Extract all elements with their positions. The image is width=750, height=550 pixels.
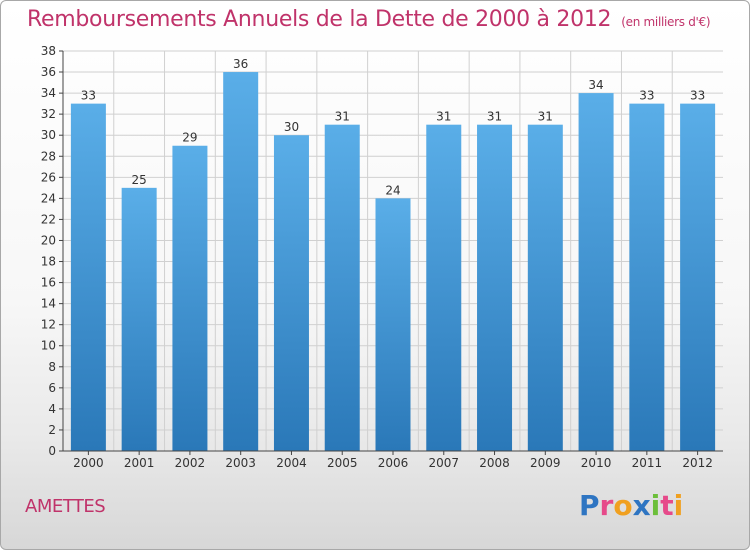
y-tick-label: 38 (41, 44, 56, 58)
x-tick-label: 2003 (225, 456, 256, 470)
x-tick-label: 2001 (124, 456, 155, 470)
bar (680, 103, 716, 451)
bar (426, 124, 462, 452)
y-tick-label: 18 (41, 255, 56, 269)
x-tick-label: 2002 (175, 456, 206, 470)
y-tick-label: 12 (41, 318, 56, 332)
logo-letter: x (632, 489, 651, 522)
bars: 33 25 29 36 30 31 24 31 31 31 34 33 33 (70, 57, 716, 452)
commune-name: AMETTES (25, 496, 106, 517)
bar-value-label: 31 (538, 110, 553, 124)
bar-value-label: 34 (588, 78, 603, 92)
bar (527, 124, 563, 452)
y-tick-label: 16 (41, 276, 56, 290)
y-tick-label: 30 (41, 128, 56, 142)
y-tick-label: 10 (41, 339, 56, 353)
logo-letter: o (613, 489, 633, 522)
bar (375, 198, 411, 451)
bar-value-label: 33 (81, 89, 96, 103)
y-tick-label: 4 (48, 402, 56, 416)
title-text: Remboursements Annuels de la Dette de 20… (27, 7, 612, 32)
bar-value-label: 30 (284, 120, 299, 134)
logo-letter: P (579, 489, 600, 522)
bar-value-label: 31 (436, 110, 451, 124)
x-tick-label: 2008 (479, 456, 510, 470)
y-tick-label: 2 (48, 423, 56, 437)
bar-value-label: 31 (335, 110, 350, 124)
x-tick-label: 2005 (327, 456, 358, 470)
bar (223, 72, 259, 451)
logo-letter: i (650, 489, 661, 522)
y-tick-label: 34 (41, 86, 56, 100)
y-tick-label: 24 (41, 191, 56, 205)
x-tick-label: 2011 (632, 456, 663, 470)
y-tick-label: 36 (41, 65, 56, 79)
chart-title: Remboursements Annuels de la Dette de 20… (27, 7, 711, 32)
bar-value-label: 24 (385, 183, 400, 197)
logo-letter: t (660, 489, 674, 522)
bar (70, 103, 106, 451)
bar (629, 103, 665, 451)
bar (172, 145, 208, 451)
bar (324, 124, 360, 452)
logo-letter: r (599, 489, 614, 522)
y-tick-label: 8 (48, 360, 56, 374)
x-tick-label: 2012 (682, 456, 713, 470)
y-tick-label: 32 (41, 107, 56, 121)
y-tick-label: 0 (48, 444, 56, 458)
bar (578, 93, 614, 452)
proxiti-logo[interactable]: Proxiti (579, 489, 683, 522)
x-tick-label: 2000 (73, 456, 104, 470)
x-tick-label: 2009 (530, 456, 561, 470)
y-tick-label: 6 (48, 381, 56, 395)
bar-value-label: 33 (690, 89, 705, 103)
x-tick-label: 2004 (276, 456, 307, 470)
x-tick-label: 2007 (428, 456, 459, 470)
x-tick-label: 2010 (581, 456, 612, 470)
bar-value-label: 36 (233, 57, 248, 71)
y-tick-label: 20 (41, 233, 56, 247)
bar (273, 135, 309, 452)
bar-value-label: 31 (487, 110, 502, 124)
x-tick-label: 2006 (378, 456, 409, 470)
bar (477, 124, 513, 452)
bar (121, 187, 157, 451)
y-tick-label: 22 (41, 212, 56, 226)
y-tick-label: 26 (41, 170, 56, 184)
bar-value-label: 29 (182, 131, 197, 145)
y-tick-label: 28 (41, 149, 56, 163)
chart-subtitle: (en milliers d'€) (621, 15, 711, 29)
bar-value-label: 33 (639, 89, 654, 103)
bar-value-label: 25 (132, 173, 147, 187)
y-tick-label: 14 (41, 297, 56, 311)
logo-letter: i (673, 489, 684, 522)
